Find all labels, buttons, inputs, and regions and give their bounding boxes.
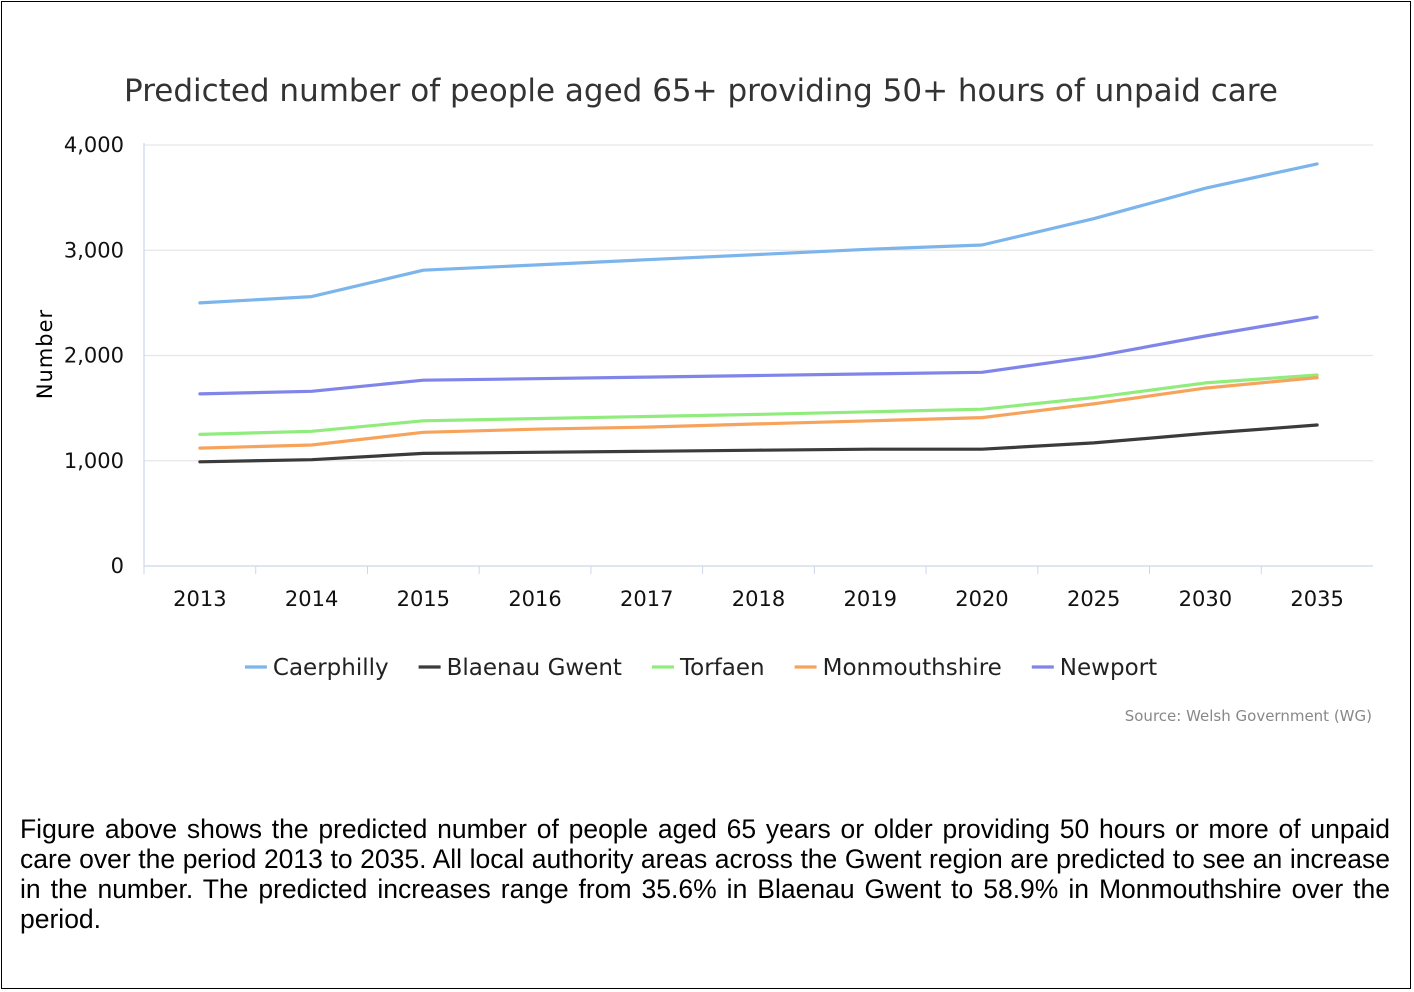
chart-title: Predicted number of people aged 65+ prov… — [124, 73, 1278, 109]
series-line-blaenau-gwent — [198, 423, 1319, 464]
x-axis-ticks: 2013 2014 2015 2016 2017 2018 2019 2020 2025 2030… — [143, 566, 1344, 611]
x-tick-label: 2017 — [620, 587, 673, 611]
legend-label: Newport — [1060, 655, 1157, 681]
y-tick-label: 4,000 — [64, 133, 124, 157]
series-line-torfaen — [198, 373, 1319, 436]
series-line-monmouthshire — [198, 376, 1319, 450]
legend-item-blaenau-gwent[interactable]: Blaenau Gwent — [418, 655, 622, 681]
series-lines — [198, 162, 1319, 464]
y-axis-label: Number — [33, 309, 57, 399]
x-tick-label: 2016 — [508, 587, 561, 611]
y-tick-label: 0 — [111, 554, 124, 578]
gridlines — [143, 143, 1373, 567]
legend-item-torfaen[interactable]: Torfaen — [652, 655, 765, 681]
y-tick-label: 2,000 — [64, 344, 124, 368]
y-tick-label: 1,000 — [64, 449, 124, 473]
legend-label: Blaenau Gwent — [447, 655, 622, 681]
legend-item-newport[interactable]: Newport — [1031, 655, 1157, 681]
figure-caption: Figure above shows the predicted number … — [20, 814, 1390, 934]
legend-label: Torfaen — [679, 655, 765, 681]
x-tick-label: 2015 — [397, 587, 450, 611]
x-tick-label: 2018 — [732, 587, 785, 611]
x-tick-label: 2013 — [173, 587, 226, 611]
x-tick-label: 2019 — [844, 587, 897, 611]
x-tick-label: 2030 — [1179, 587, 1232, 611]
y-axis-ticks: 0 1,000 2,000 3,000 4,000 — [64, 133, 124, 578]
x-tick-label: 2025 — [1067, 587, 1120, 611]
legend-item-monmouthshire[interactable]: Monmouthshire — [794, 655, 1002, 681]
series-line-newport — [198, 315, 1319, 396]
x-tick-label: 2020 — [955, 587, 1008, 611]
legend-label: Caerphilly — [273, 655, 389, 681]
y-tick-label: 3,000 — [64, 238, 124, 262]
x-tick-label: 2014 — [285, 587, 338, 611]
line-chart: Predicted number of people aged 65+ prov… — [33, 73, 1373, 725]
series-line-caerphilly — [198, 162, 1319, 305]
source-note: Source: Welsh Government (WG) — [1125, 707, 1372, 725]
legend-item-caerphilly[interactable]: Caerphilly — [244, 655, 389, 681]
x-tick-label: 2035 — [1290, 587, 1343, 611]
legend[interactable]: Caerphilly Blaenau Gwent Torfaen Monmouthsh… — [244, 655, 1157, 681]
legend-label: Monmouthshire — [823, 655, 1002, 681]
